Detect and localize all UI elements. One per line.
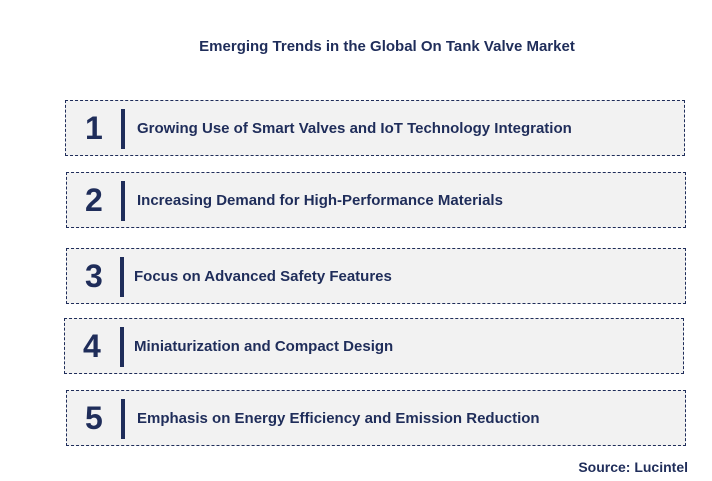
trend-label: Growing Use of Smart Valves and IoT Tech… [137, 119, 572, 137]
trend-number: 4 [83, 327, 101, 364]
source-credit: Source: Lucintel [578, 459, 688, 475]
trend-item-3: 3 Focus on Advanced Safety Features [66, 248, 686, 304]
trend-item-2: 2 Increasing Demand for High-Performance… [66, 172, 686, 228]
trend-number: 1 [85, 109, 103, 146]
trend-divider [120, 257, 124, 297]
trend-item-4: 4 Miniaturization and Compact Design [64, 318, 684, 374]
trend-number: 2 [85, 181, 103, 218]
trend-number: 5 [85, 399, 103, 436]
trend-number: 3 [85, 257, 103, 294]
trend-label: Miniaturization and Compact Design [134, 337, 394, 355]
page-title: Emerging Trends in the Global On Tank Va… [199, 38, 575, 55]
trend-divider [121, 181, 125, 221]
trend-label: Increasing Demand for High-Performance M… [137, 191, 503, 209]
trend-label: Emphasis on Energy Efficiency and Emissi… [137, 409, 540, 427]
trend-divider [120, 327, 124, 367]
trend-divider [121, 109, 125, 149]
trend-item-1: 1 Growing Use of Smart Valves and IoT Te… [65, 100, 685, 156]
trend-item-5: 5 Emphasis on Energy Efficiency and Emis… [66, 390, 686, 446]
trend-divider [121, 399, 125, 439]
trend-label: Focus on Advanced Safety Features [134, 267, 392, 285]
